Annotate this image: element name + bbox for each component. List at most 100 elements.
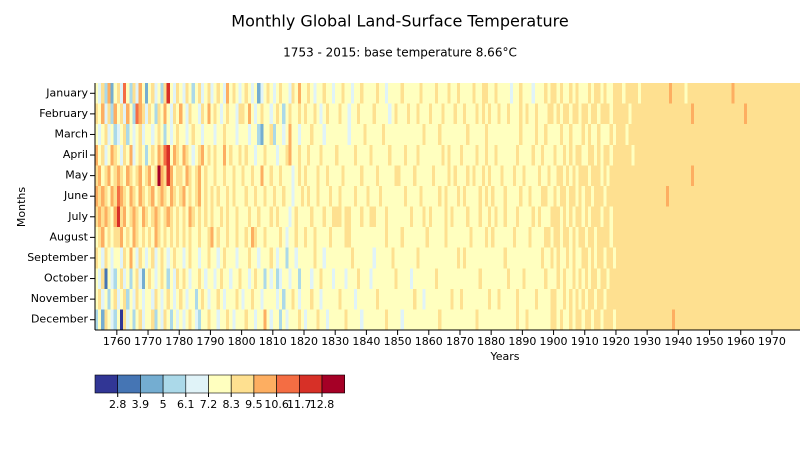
cell <box>163 185 168 207</box>
cell <box>687 268 692 290</box>
cell <box>341 268 345 290</box>
cell <box>516 309 520 331</box>
cell <box>587 185 592 207</box>
cell <box>406 268 411 290</box>
cell <box>388 309 392 331</box>
cell <box>737 288 742 310</box>
cell <box>718 288 723 310</box>
cell <box>516 124 520 146</box>
cell <box>413 247 417 269</box>
cell <box>250 124 255 146</box>
cell <box>787 227 792 249</box>
cell <box>282 309 286 331</box>
cell <box>478 185 483 207</box>
cell <box>435 247 439 269</box>
cell <box>447 268 452 290</box>
cell <box>163 268 168 290</box>
cell <box>163 247 168 269</box>
cell <box>263 247 267 269</box>
cell <box>397 288 402 310</box>
cell <box>622 83 626 104</box>
cell <box>129 185 133 207</box>
cell <box>718 227 723 249</box>
cell <box>575 103 579 125</box>
cell <box>700 124 704 146</box>
cell <box>793 268 798 290</box>
cell <box>98 144 102 166</box>
cell <box>235 124 239 146</box>
cell <box>690 309 695 331</box>
cell <box>95 227 99 249</box>
cell <box>547 124 551 146</box>
cell <box>191 288 196 310</box>
cell <box>790 83 795 104</box>
cell <box>413 288 417 310</box>
cell <box>606 227 611 249</box>
cell <box>478 144 483 166</box>
cell <box>722 206 726 228</box>
cell <box>562 103 567 125</box>
cell <box>631 124 636 146</box>
cell <box>169 144 174 166</box>
cell <box>725 206 729 228</box>
cell <box>307 309 311 331</box>
cell <box>151 206 155 228</box>
cell <box>644 309 648 331</box>
cell <box>484 309 489 331</box>
cell <box>590 144 595 166</box>
cell <box>569 309 573 331</box>
cell <box>304 185 308 207</box>
cell <box>98 227 102 249</box>
cell <box>216 206 221 228</box>
cell <box>347 83 352 104</box>
cell <box>781 185 785 207</box>
cell <box>300 144 305 166</box>
cell <box>509 165 514 187</box>
axes: JanuaryFebruaryMarchAprilMayJuneJulyAugu… <box>27 83 800 348</box>
cell <box>438 165 442 187</box>
cell <box>372 165 377 187</box>
cell <box>232 268 236 290</box>
cell <box>425 124 430 146</box>
cell <box>541 309 545 331</box>
cell <box>366 227 370 249</box>
cell <box>566 206 570 228</box>
cell <box>282 144 286 166</box>
cell <box>132 288 136 310</box>
cell <box>366 165 370 187</box>
cell <box>644 165 648 187</box>
cell <box>790 185 795 207</box>
cell <box>375 124 380 146</box>
cell <box>478 227 483 249</box>
cell <box>775 288 779 310</box>
cell <box>297 103 302 125</box>
cell <box>522 268 526 290</box>
cell <box>194 144 199 166</box>
cell <box>603 288 607 310</box>
cell <box>353 124 358 146</box>
cell <box>784 144 788 166</box>
cell <box>347 227 352 249</box>
cell <box>796 185 800 207</box>
cell <box>753 83 757 104</box>
cell <box>406 83 411 104</box>
cell <box>612 144 617 166</box>
cell <box>793 185 798 207</box>
cell <box>95 124 99 146</box>
cell <box>525 268 530 290</box>
cell <box>447 288 452 310</box>
cell <box>463 268 467 290</box>
cell <box>553 144 558 166</box>
cell <box>366 247 370 269</box>
cell <box>472 309 476 331</box>
cell <box>101 247 105 269</box>
legend-tick-label: 6.1 <box>177 398 195 411</box>
cell <box>263 288 267 310</box>
cell <box>450 309 455 331</box>
cell <box>378 206 383 228</box>
cell <box>441 309 445 331</box>
cell <box>135 144 140 166</box>
cell <box>313 83 317 104</box>
cell <box>793 309 798 331</box>
cell <box>257 103 261 125</box>
